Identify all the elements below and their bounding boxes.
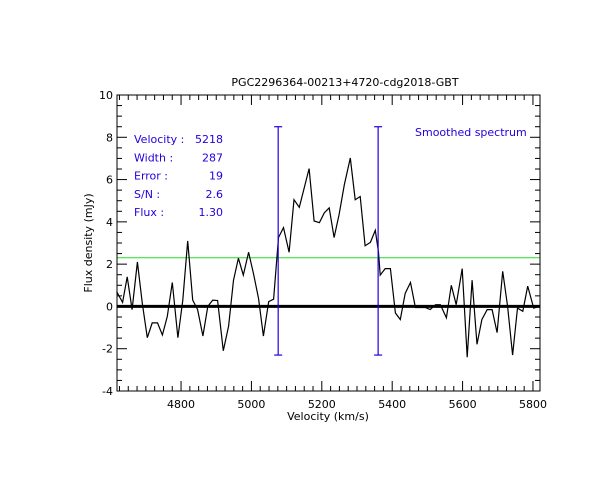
stat-label: Flux :	[134, 206, 164, 219]
annotation-smoothed: Smoothed spectrum	[415, 126, 527, 139]
y-tick-label: 4	[106, 216, 113, 229]
y-axis-label: Flux density (mJy)	[82, 193, 95, 292]
y-tick-label: -2	[102, 343, 113, 356]
stat-label: S/N :	[134, 188, 160, 201]
stat-label: Error :	[134, 170, 168, 183]
x-tick-label: 5200	[308, 398, 336, 411]
y-tick-label: 8	[106, 131, 113, 144]
y-tick-label: 0	[106, 300, 113, 313]
x-tick-label: 5400	[378, 398, 406, 411]
stat-label: Width :	[134, 151, 173, 164]
stat-value: 5218	[195, 133, 223, 146]
stat-value: 1.30	[199, 206, 224, 219]
x-tick-label: 5000	[237, 398, 265, 411]
stat-value: 19	[209, 170, 223, 183]
x-tick-label: 5800	[519, 398, 547, 411]
x-tick-label: 4800	[167, 398, 195, 411]
y-tick-label: 2	[106, 258, 113, 271]
chart-title: PGC2296364-00213+4720-cdg2018-GBT	[231, 76, 458, 89]
stat-label: Velocity :	[134, 133, 184, 146]
y-tick-label: -4	[102, 385, 113, 398]
plot-frame	[116, 94, 541, 392]
x-tick-label: 5600	[449, 398, 477, 411]
x-axis-label: Velocity (km/s)	[287, 410, 369, 423]
spectrum-line	[116, 157, 539, 358]
y-tick-label: 10	[99, 89, 113, 102]
y-tick-label: 6	[106, 174, 113, 187]
stat-value: 2.6	[206, 188, 224, 201]
stat-value: 287	[202, 151, 223, 164]
